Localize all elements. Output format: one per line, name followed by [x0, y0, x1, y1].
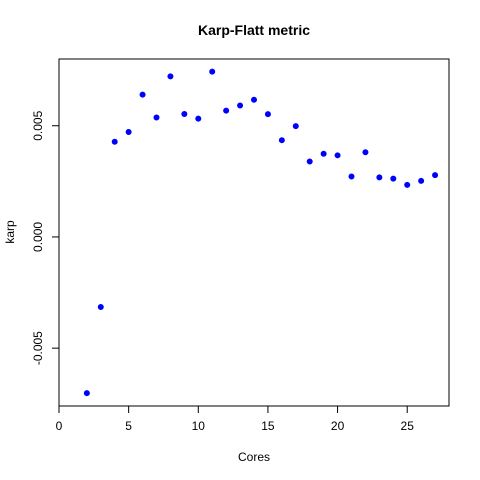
data-point	[195, 115, 202, 122]
data-point	[390, 175, 397, 182]
x-tick-label: 5	[125, 419, 132, 433]
data-point	[167, 73, 174, 80]
x-tick-label: 20	[331, 419, 345, 433]
axes: 0 5 10 15 20 25 -0.005 0.000 0.005	[31, 58, 450, 433]
data-point	[292, 123, 299, 130]
data-point	[97, 304, 104, 311]
data-point	[264, 111, 271, 118]
data-point	[376, 174, 383, 181]
data-point	[278, 137, 285, 144]
data-point	[432, 172, 439, 179]
data-point	[125, 128, 132, 135]
data-point	[83, 390, 90, 397]
data-point	[111, 138, 118, 145]
y-tick-label: 0.005	[31, 110, 45, 140]
y-tick-label: 0.000	[31, 222, 45, 252]
data-point	[223, 107, 230, 114]
data-point	[139, 91, 146, 98]
chart-title: Karp-Flatt metric	[198, 22, 310, 38]
data-point	[250, 96, 257, 103]
data-point	[362, 149, 369, 156]
x-tick-label: 10	[192, 419, 206, 433]
x-tick-label: 25	[401, 419, 415, 433]
x-axis-label: Cores	[238, 450, 270, 464]
data-point	[237, 102, 244, 109]
data-point	[348, 173, 355, 180]
data-point	[320, 150, 327, 157]
data-points	[83, 68, 439, 397]
data-point	[306, 158, 313, 165]
data-point	[153, 114, 160, 121]
y-axis-label: karp	[3, 220, 17, 244]
y-tick-label: -0.005	[31, 331, 45, 365]
x-tick-label: 15	[261, 419, 275, 433]
data-point	[418, 177, 425, 184]
data-point	[334, 152, 341, 159]
data-point	[181, 110, 188, 117]
data-point	[209, 68, 216, 75]
data-point	[404, 181, 411, 188]
x-tick-label: 0	[56, 419, 63, 433]
